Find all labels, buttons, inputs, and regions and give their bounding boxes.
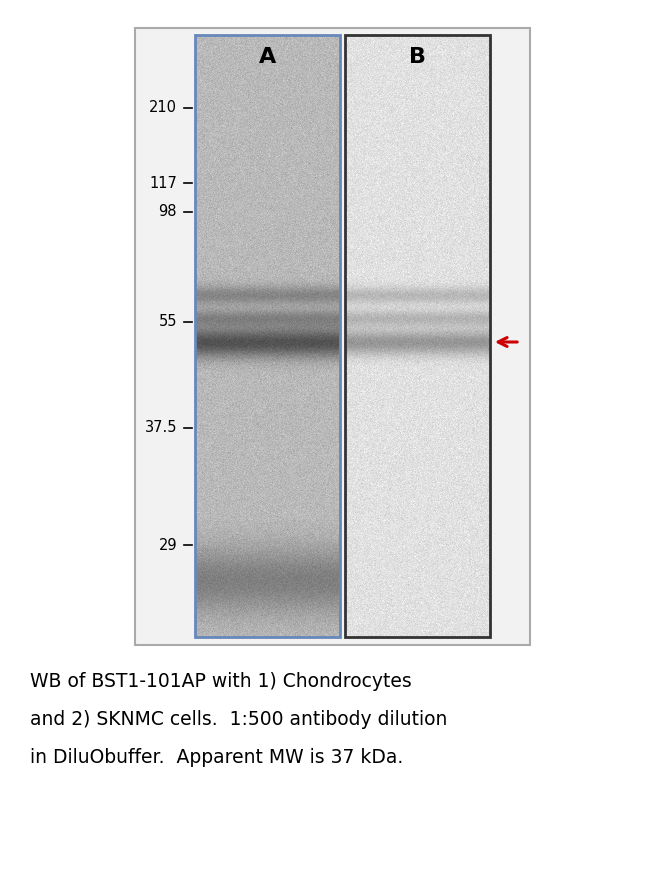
Text: in DiluObuffer.  Apparent MW is 37 kDa.: in DiluObuffer. Apparent MW is 37 kDa.	[30, 748, 403, 767]
Bar	[195, 35, 340, 637]
Text: 98: 98	[159, 204, 177, 220]
Text: and 2) SKNMC cells.  1:500 antibody dilution: and 2) SKNMC cells. 1:500 antibody dilut…	[30, 710, 447, 729]
Text: 29: 29	[159, 538, 177, 553]
Text: B: B	[409, 47, 426, 67]
Bar	[135, 28, 530, 645]
Text: 37.5: 37.5	[144, 421, 177, 435]
Text: A: A	[259, 47, 276, 67]
Bar	[345, 35, 490, 637]
Text: 55: 55	[159, 315, 177, 329]
Text: 117: 117	[149, 176, 177, 190]
Text: WB of BST1-101AP with 1) Chondrocytes: WB of BST1-101AP with 1) Chondrocytes	[30, 672, 411, 691]
Text: 210: 210	[149, 101, 177, 116]
